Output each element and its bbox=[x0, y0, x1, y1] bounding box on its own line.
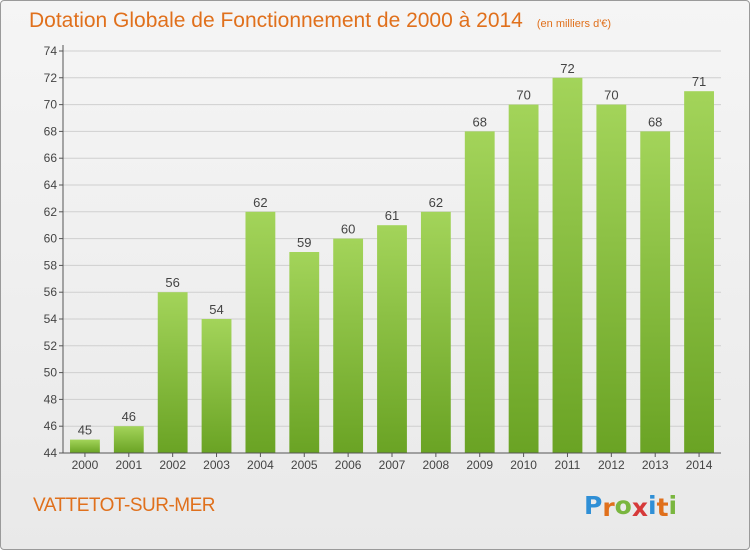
x-tick-label: 2004 bbox=[247, 458, 274, 472]
value-label: 59 bbox=[297, 235, 311, 250]
x-tick-label: 2011 bbox=[555, 458, 581, 472]
x-tick-label: 2001 bbox=[115, 458, 142, 472]
bar-2013 bbox=[640, 131, 671, 453]
value-label: 45 bbox=[78, 423, 92, 438]
logo-letter: i bbox=[668, 491, 678, 520]
y-tick-label: 66 bbox=[44, 151, 58, 165]
x-tick-label: 2013 bbox=[642, 458, 669, 472]
value-label: 72 bbox=[560, 61, 574, 76]
logo-letter: i bbox=[648, 491, 657, 520]
y-tick-label: 64 bbox=[44, 178, 58, 192]
value-label: 71 bbox=[692, 74, 706, 89]
logo-letter: o bbox=[614, 491, 632, 520]
bar-2005 bbox=[289, 252, 320, 453]
y-tick-label: 48 bbox=[44, 392, 58, 406]
bar-2002 bbox=[157, 292, 188, 453]
x-tick-label: 2010 bbox=[510, 458, 537, 472]
y-tick-label: 58 bbox=[44, 258, 58, 272]
x-tick-label: 2008 bbox=[423, 458, 450, 472]
chart-title-text: Dotation Globale de Fonctionnement de 20… bbox=[29, 9, 523, 32]
y-tick-label: 46 bbox=[44, 419, 58, 433]
chart-title: Dotation Globale de Fonctionnement de 20… bbox=[29, 9, 611, 33]
value-label: 56 bbox=[165, 275, 179, 290]
commune-name: VATTETOT-SUR-MER bbox=[33, 495, 216, 516]
y-tick-label: 56 bbox=[44, 285, 58, 299]
logo-letter: t bbox=[656, 493, 669, 522]
value-label: 68 bbox=[648, 114, 662, 129]
logo-letter: x bbox=[631, 493, 648, 522]
bar-2014 bbox=[684, 91, 714, 453]
y-tick-label: 50 bbox=[44, 366, 58, 380]
chart-subtitle: (en milliers d'€) bbox=[536, 18, 612, 30]
axes bbox=[59, 45, 721, 457]
x-tick-label: 2009 bbox=[466, 458, 493, 472]
y-tick-label: 44 bbox=[44, 446, 58, 460]
y-tick-label: 72 bbox=[44, 71, 58, 85]
x-tick-label: 2014 bbox=[686, 458, 713, 472]
bar-2001 bbox=[113, 426, 144, 453]
bar-2004 bbox=[245, 211, 276, 453]
labels: 44 46 48 50 52 54 56 58 60 62 64 66 68 70 72 74 45 2000 46… bbox=[44, 44, 713, 472]
value-label: 70 bbox=[516, 88, 530, 103]
bar-2007 bbox=[377, 225, 407, 453]
value-label: 70 bbox=[604, 88, 618, 103]
y-tick-label: 52 bbox=[44, 339, 58, 353]
value-label: 62 bbox=[253, 195, 267, 210]
y-tick-label: 54 bbox=[44, 312, 58, 326]
value-label: 62 bbox=[429, 195, 443, 210]
bar-2006 bbox=[333, 238, 364, 453]
y-tick-label: 70 bbox=[44, 98, 58, 112]
x-tick-label: 2007 bbox=[379, 458, 406, 472]
bar-2008 bbox=[420, 211, 451, 453]
y-tick-label: 62 bbox=[44, 205, 58, 219]
y-tick-label: 60 bbox=[44, 232, 58, 246]
bar-2000 bbox=[70, 439, 100, 453]
y-tick-label: 68 bbox=[44, 124, 58, 138]
bar-2010 bbox=[508, 104, 539, 453]
x-tick-label: 2002 bbox=[159, 458, 186, 472]
value-label: 46 bbox=[122, 409, 136, 424]
value-label: 54 bbox=[209, 302, 223, 317]
value-label: 61 bbox=[385, 208, 399, 223]
bar-2012 bbox=[596, 104, 627, 453]
value-label: 68 bbox=[472, 114, 486, 129]
y-tick-label: 74 bbox=[44, 44, 58, 58]
x-tick-label: 2003 bbox=[203, 458, 230, 472]
proxiti-logo: Proxiti bbox=[584, 491, 678, 522]
logo-letter: P bbox=[584, 491, 603, 520]
x-tick-label: 2012 bbox=[598, 458, 625, 472]
bars bbox=[70, 77, 714, 454]
bar-2011 bbox=[552, 77, 583, 454]
x-tick-label: 2000 bbox=[72, 458, 99, 472]
value-label: 60 bbox=[341, 222, 355, 237]
bar-2009 bbox=[464, 131, 495, 453]
x-tick-label: 2005 bbox=[291, 458, 318, 472]
logo-letter: r bbox=[602, 493, 615, 522]
x-tick-label: 2006 bbox=[335, 458, 362, 472]
bar-2003 bbox=[201, 319, 232, 453]
